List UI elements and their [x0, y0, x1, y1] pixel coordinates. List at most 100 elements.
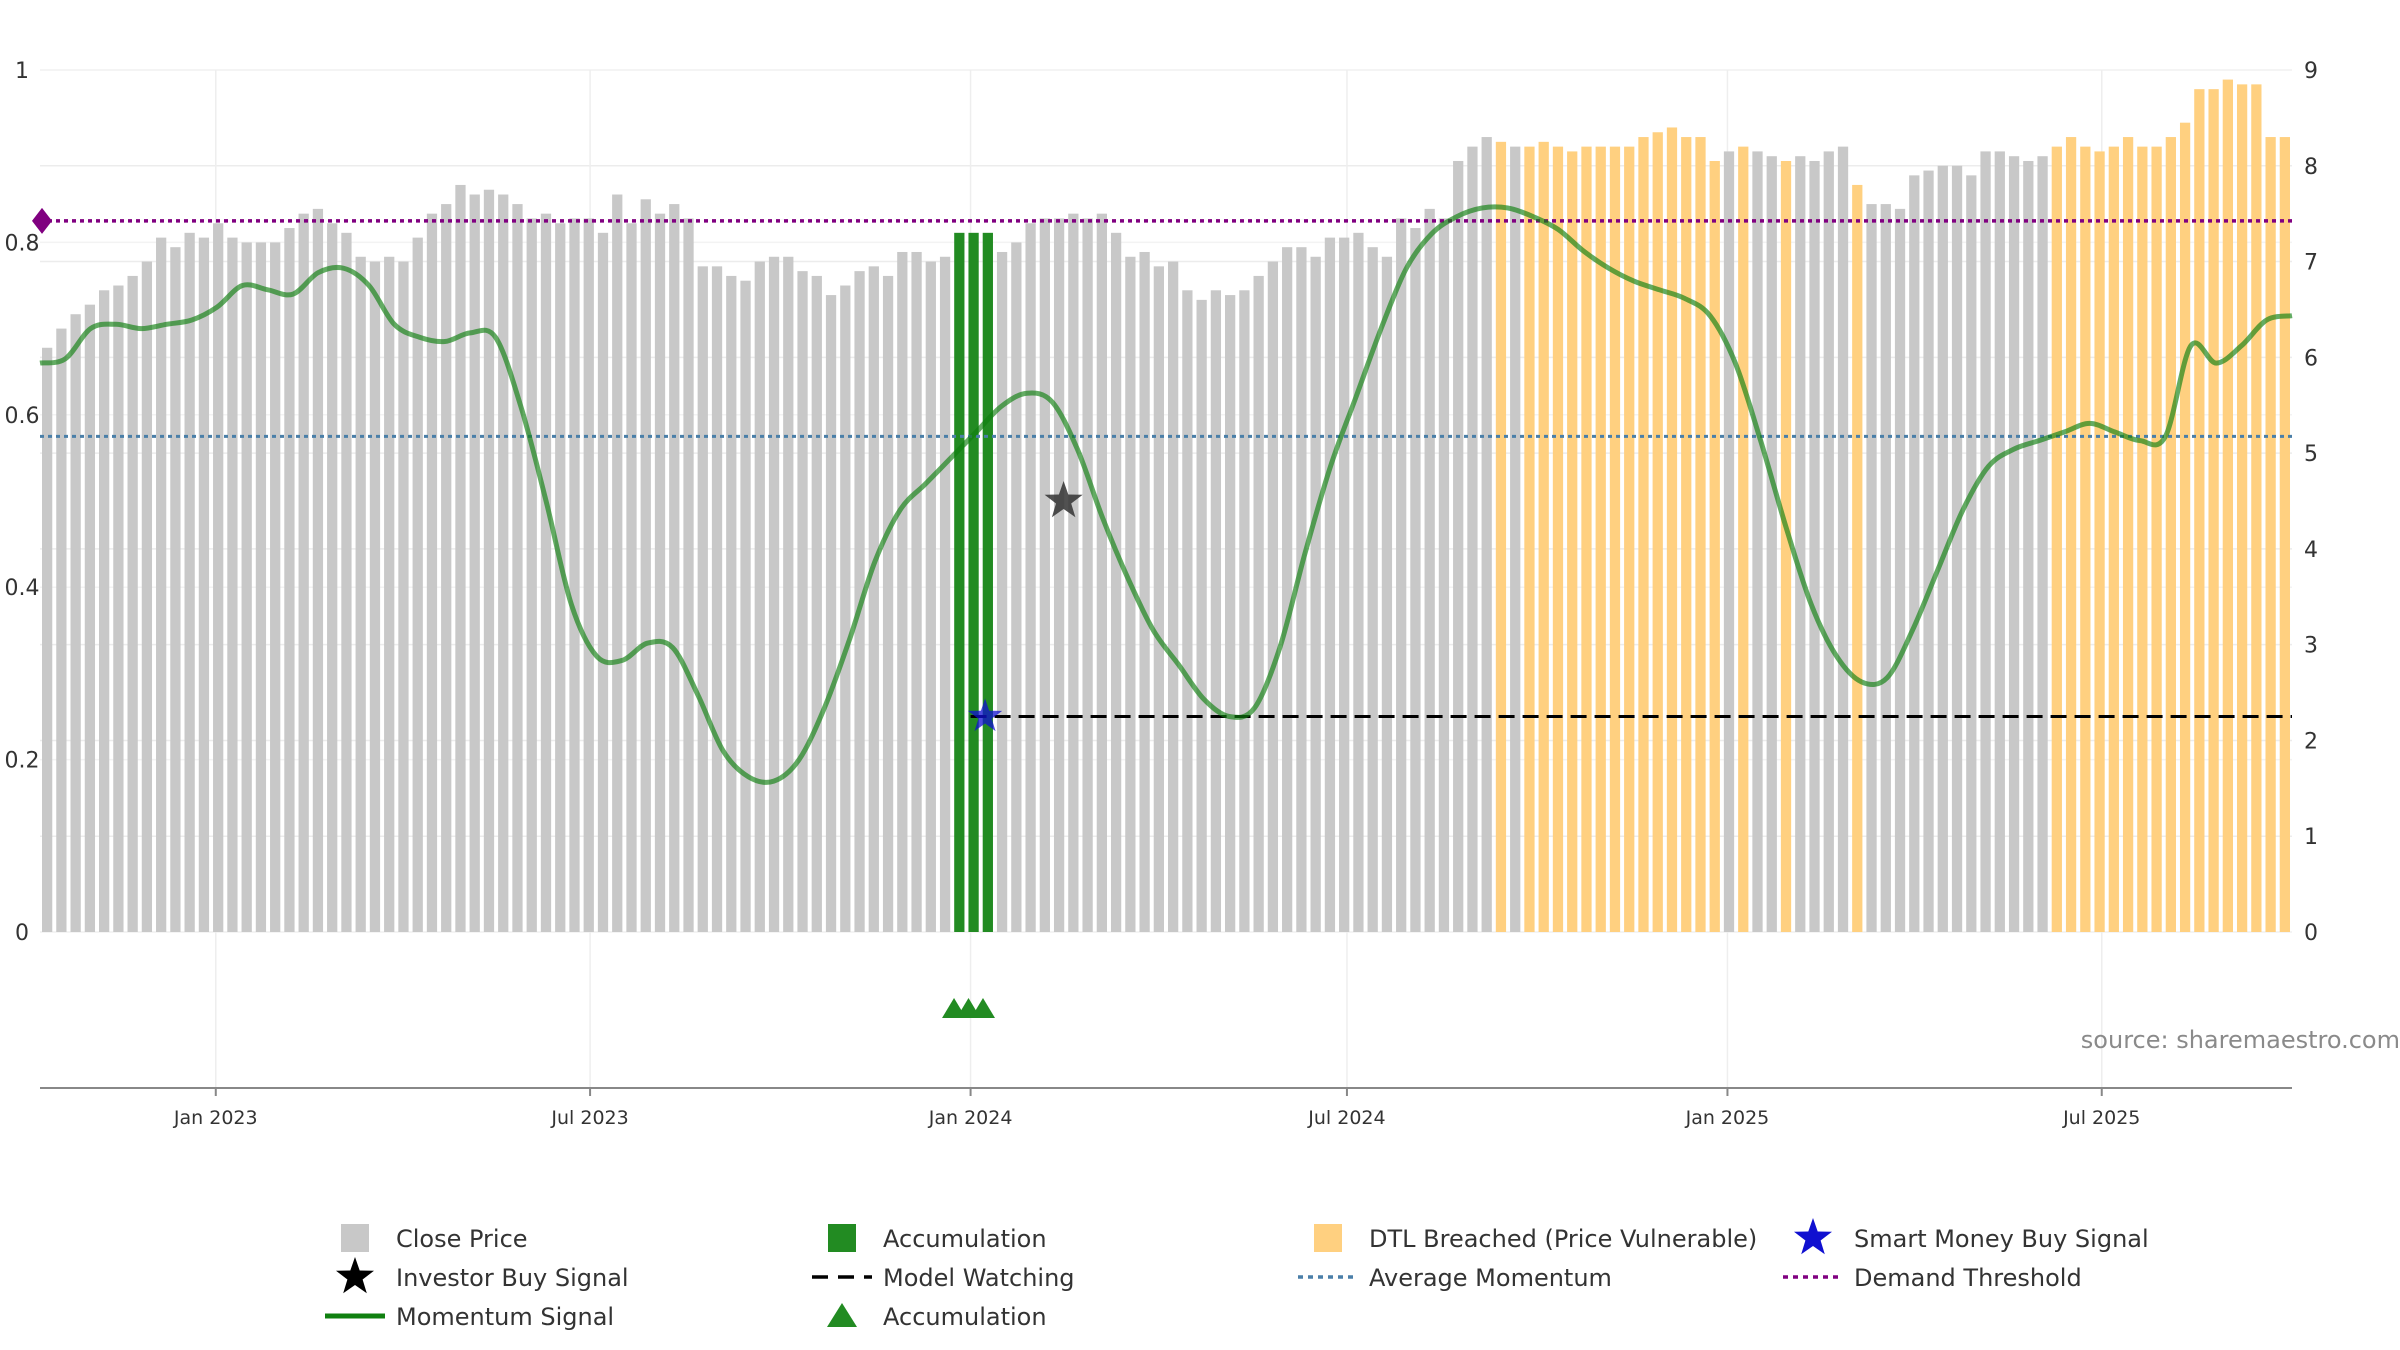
- price-bar: [1453, 160, 1464, 932]
- x-axis: Jan 2023 Jul 2023 Jan 2024 Jul 2024 Jan 2025…: [40, 1087, 2292, 1129]
- price-bar: [797, 271, 808, 933]
- price-bar: [740, 280, 751, 932]
- right-tick-label: 3: [2304, 634, 2318, 659]
- price-bar: [1795, 156, 1806, 932]
- price-bar: [1909, 175, 1920, 932]
- x-tick-label: Jul 2023: [550, 1107, 628, 1129]
- price-bar: [1766, 156, 1777, 932]
- price-bar: [868, 266, 879, 932]
- price-bar: [783, 256, 794, 932]
- price-bar: [312, 208, 324, 932]
- price-bar: [1396, 218, 1407, 932]
- price-bar: [996, 251, 1008, 932]
- left-tick-label: 0.4: [5, 576, 40, 601]
- price-bar: [1367, 247, 1378, 932]
- price-bar: [811, 275, 822, 932]
- price-bar: [1025, 223, 1036, 932]
- x-tick-label: Jan 2024: [928, 1107, 1013, 1129]
- price-bar: [1652, 132, 1663, 932]
- price-bars: [41, 79, 2291, 933]
- right-tick-label: 0: [2304, 921, 2318, 946]
- price-bar: [2179, 122, 2191, 932]
- x-tick-label: Jul 2025: [2062, 1107, 2140, 1129]
- price-bar: [754, 261, 765, 932]
- price-bar: [198, 237, 210, 933]
- price-bar: [1524, 146, 1535, 933]
- price-bar: [1324, 237, 1336, 933]
- price-bar: [1723, 151, 1735, 932]
- price-bar: [1039, 218, 1050, 932]
- price-bar: [284, 228, 295, 933]
- price-bar: [241, 242, 252, 932]
- legend-item: Model Watching: [812, 1264, 1075, 1292]
- right-tick-label: 1: [2304, 825, 2318, 850]
- price-bar: [1880, 204, 1891, 933]
- price-bar: [483, 189, 495, 932]
- price-bar: [2222, 79, 2233, 933]
- price-bar: [498, 194, 509, 932]
- price-bar: [1167, 261, 1179, 932]
- price-bar: [2208, 89, 2219, 932]
- accumulation-triangle: [970, 998, 995, 1018]
- price-bar: [412, 237, 423, 933]
- left-tick-label: 0: [15, 921, 29, 946]
- price-bar: [56, 328, 67, 933]
- price-bar: [1638, 137, 1649, 933]
- price-bar: [654, 213, 666, 932]
- legend-label: Investor Buy Signal: [396, 1264, 629, 1292]
- price-bar: [2251, 84, 2262, 932]
- price-bar: [1110, 232, 1122, 933]
- right-tick-label: 6: [2304, 346, 2318, 371]
- price-bar: [726, 275, 737, 932]
- price-bar: [669, 204, 680, 933]
- price-bar: [1567, 151, 1578, 932]
- price-bar: [1624, 146, 1635, 933]
- price-bar: [384, 256, 395, 932]
- legend-label: Close Price: [396, 1225, 528, 1253]
- momentum-signal-line: [39, 204, 2293, 785]
- price-bar: [1552, 146, 1564, 933]
- price-bar: [840, 285, 851, 932]
- price-bar: [555, 223, 566, 932]
- price-bar: [127, 275, 138, 932]
- price-bar: [882, 275, 894, 932]
- price-bar: [825, 295, 837, 933]
- price-bar: [1538, 141, 1549, 933]
- price-bar: [1082, 218, 1093, 932]
- price-bar: [1923, 170, 1934, 933]
- price-bar: [1381, 256, 1393, 932]
- price-bar: [156, 237, 167, 933]
- price-bar: [1852, 184, 1863, 932]
- price-bar: [911, 251, 922, 932]
- price-bar: [1666, 127, 1678, 932]
- price-bar: [469, 194, 480, 932]
- price-bar: [2037, 156, 2048, 932]
- price-bar: [1709, 160, 1720, 932]
- legend-label: Momentum Signal: [396, 1303, 614, 1331]
- right-tick-label: 9: [2304, 59, 2318, 84]
- legend: Close Price Accumulation DTL Breached (Pri…: [325, 1218, 2149, 1331]
- price-bar: [1894, 208, 1906, 932]
- legend-label: DTL Breached (Price Vulnerable): [1369, 1225, 1757, 1253]
- smart-money-buy-star: [967, 698, 1003, 732]
- demand-threshold-marker: [32, 207, 52, 234]
- legend-triangle-icon: [827, 1303, 857, 1327]
- price-bar: [99, 290, 110, 932]
- price-bar: [1809, 160, 1820, 932]
- legend-star-icon: [336, 1257, 374, 1294]
- price-bar: [1253, 275, 1264, 932]
- price-bar: [441, 204, 452, 933]
- price-bar: [2051, 146, 2062, 933]
- legend-item: Smart Money Buy Signal: [1794, 1218, 2149, 1255]
- legend-label: Smart Money Buy Signal: [1854, 1225, 2149, 1253]
- legend-label: Average Momentum: [1369, 1264, 1612, 1292]
- legend-label: Demand Threshold: [1854, 1264, 2082, 1292]
- price-bar: [1153, 266, 1165, 932]
- price-bar: [2279, 137, 2291, 933]
- price-bar: [897, 251, 908, 932]
- investor-buy-star: [1044, 481, 1083, 518]
- price-bar: [1937, 165, 1948, 932]
- price-bar: [1210, 290, 1222, 932]
- price-bar: [2094, 151, 2105, 932]
- price-bar: [1752, 151, 1763, 932]
